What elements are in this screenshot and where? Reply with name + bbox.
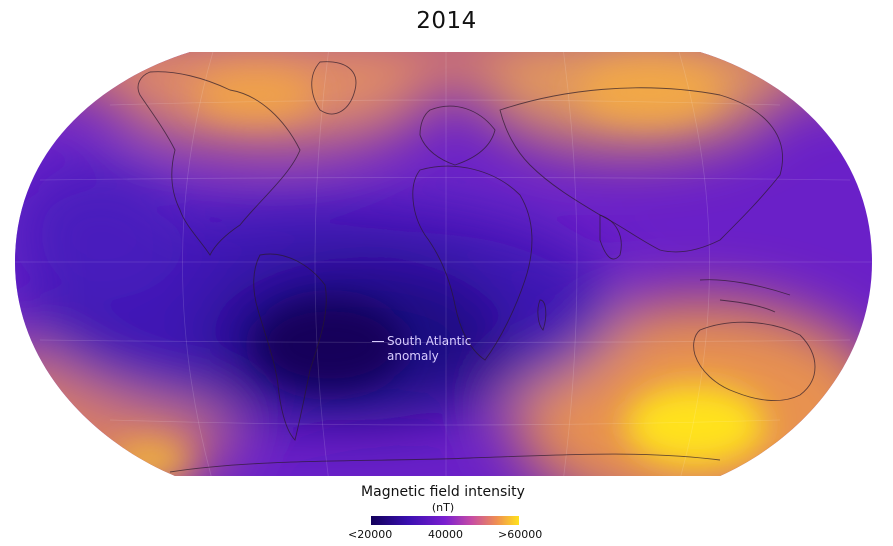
- legend-tick-high: >60000: [498, 528, 543, 541]
- legend-tick-low: <20000: [348, 528, 393, 541]
- legend-color-bar: [371, 516, 519, 525]
- legend-unit: (nT): [431, 501, 455, 514]
- annotation-leader-line: [372, 341, 384, 342]
- legend-title: Magnetic field intensity: [361, 484, 525, 500]
- south-atlantic-anomaly-label: South Atlantic anomaly: [372, 334, 471, 364]
- map-title: 2014: [416, 8, 477, 34]
- annotation-line-1: South Atlantic: [387, 334, 472, 348]
- magnetic-field-map: [15, 52, 872, 476]
- annotation-line-2: anomaly: [387, 349, 439, 363]
- legend-tick-mid: 40000: [428, 528, 463, 541]
- world-map: [15, 52, 872, 476]
